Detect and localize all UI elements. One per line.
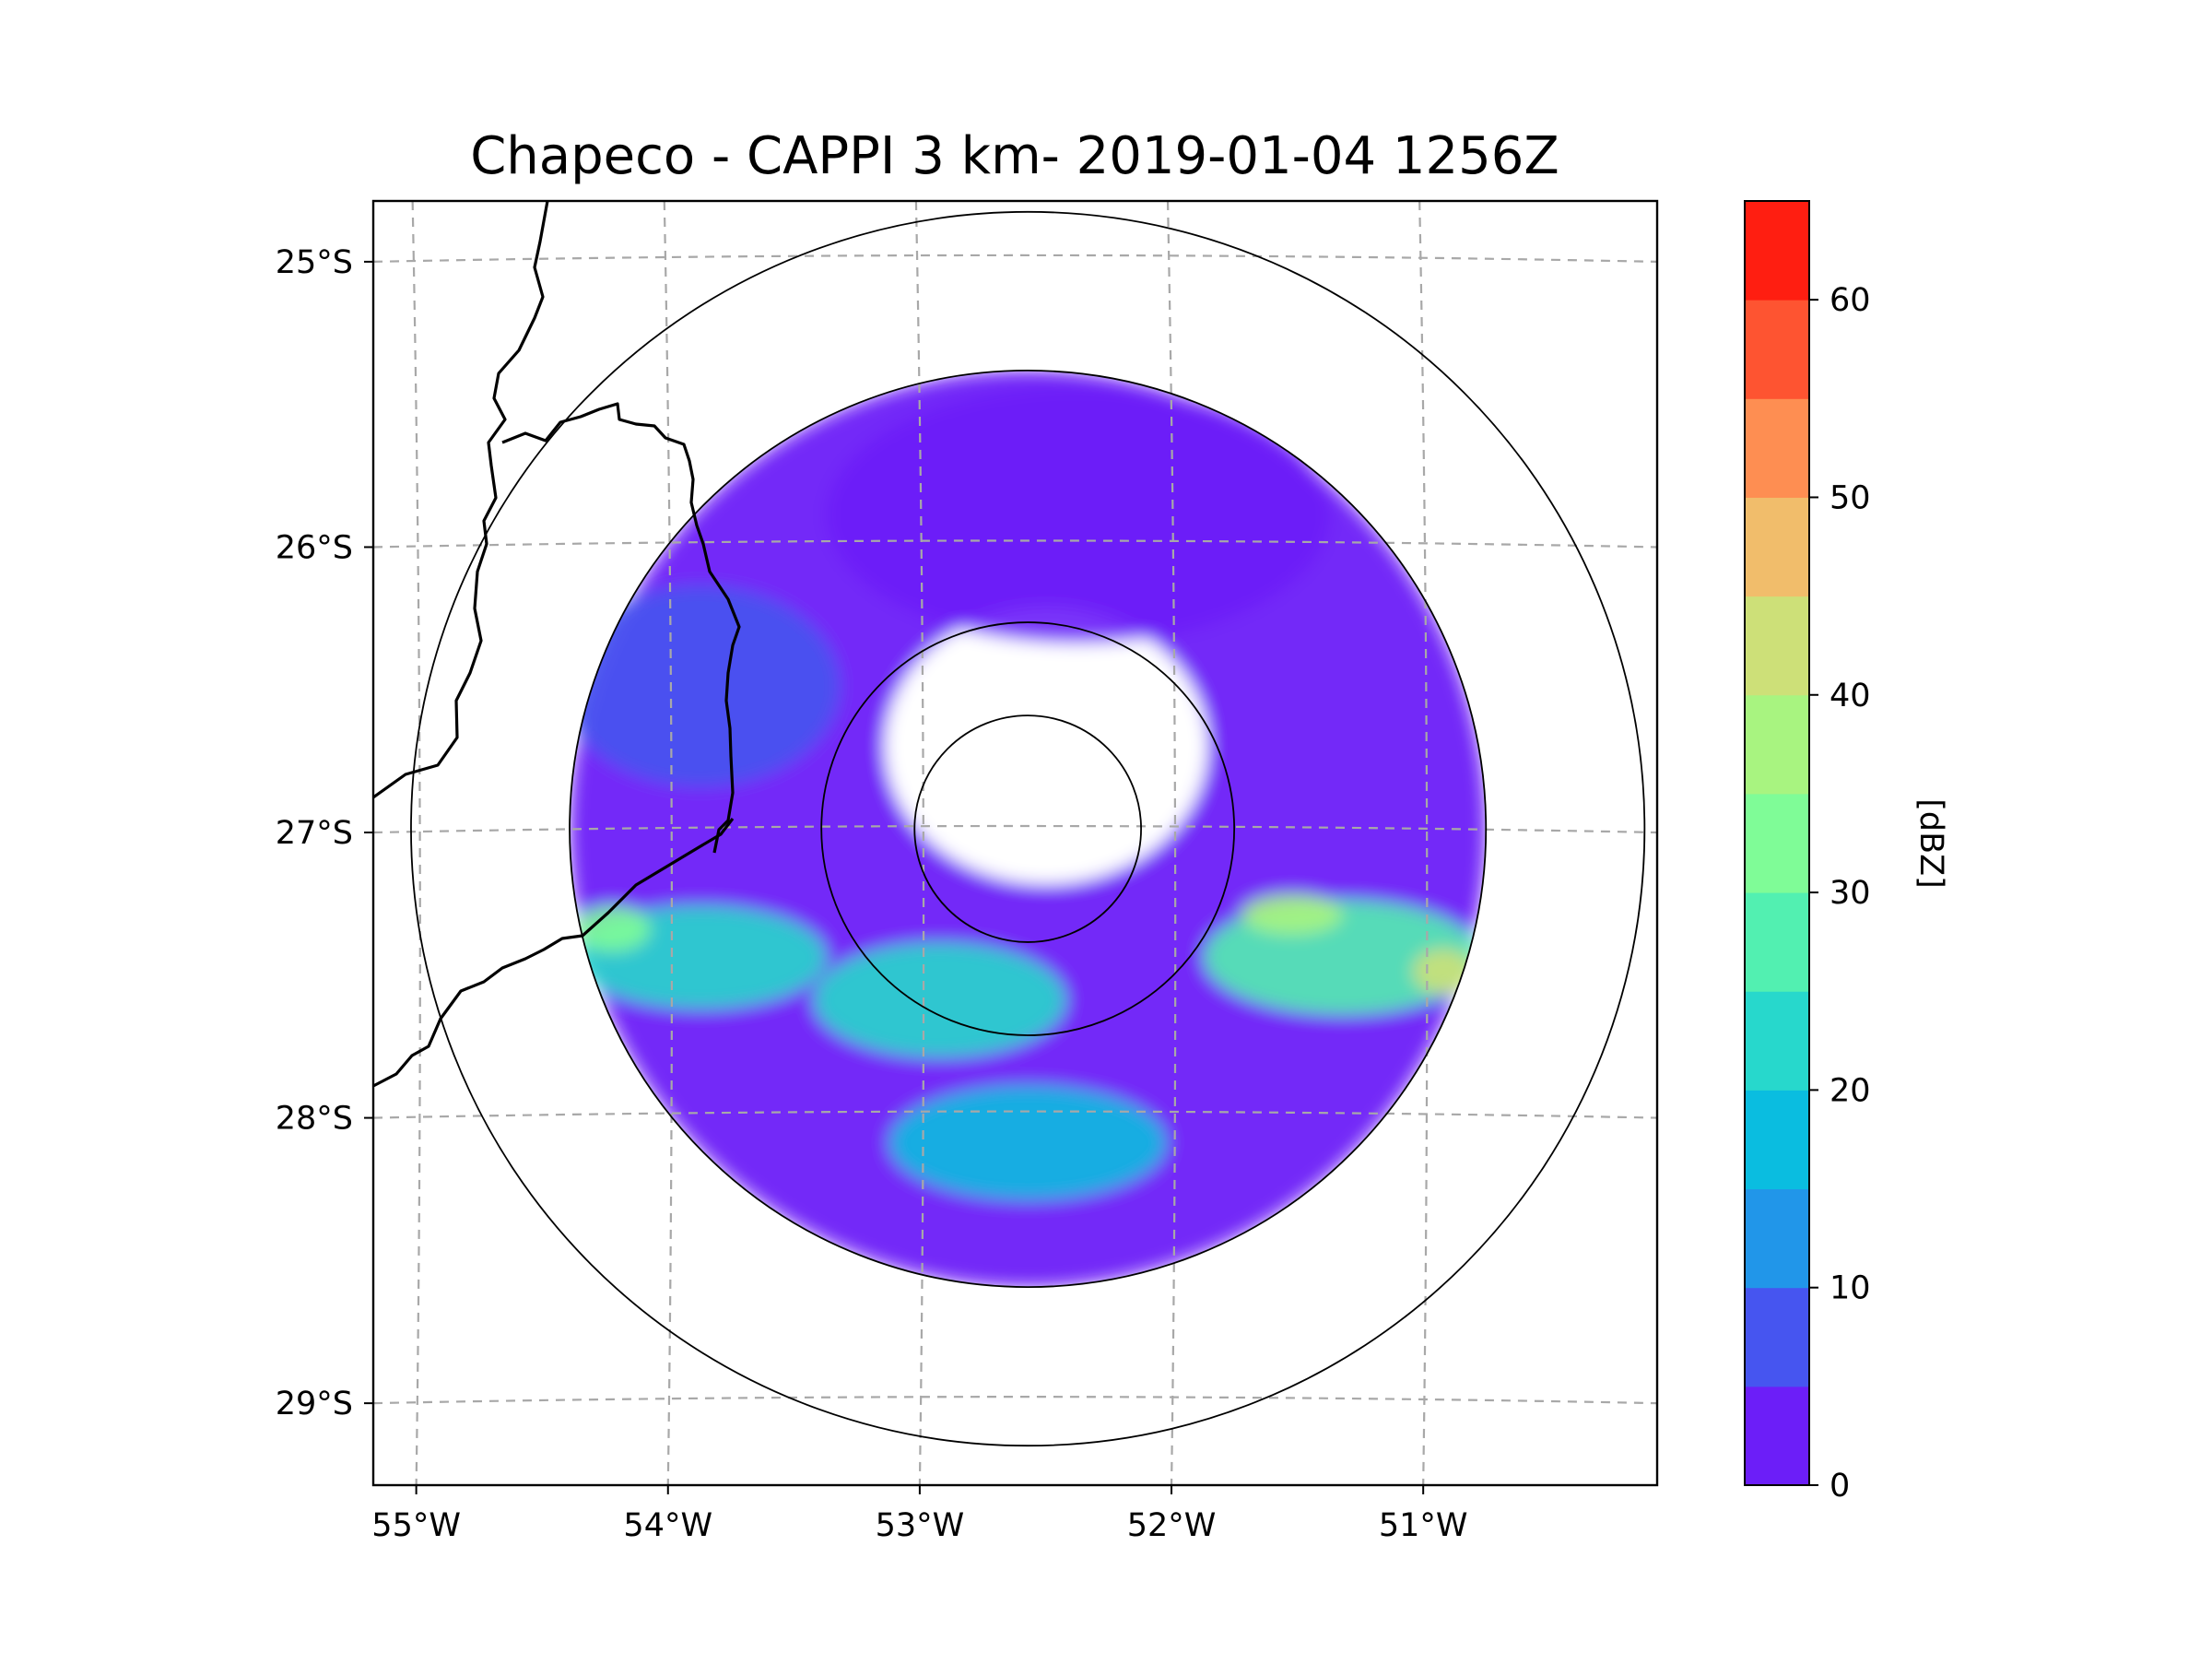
- colorbar: 0 10 20 30 40 50 60 [dBZ]: [1744, 200, 1949, 1505]
- gridlines: [373, 201, 1657, 1485]
- colorbar-segment: [1745, 497, 1809, 597]
- borders: [373, 201, 741, 1088]
- reflectivity-field: [570, 370, 1487, 1288]
- colorbar-tick-label: 50: [1830, 479, 1871, 516]
- colorbar-tick-label: 40: [1830, 678, 1871, 714]
- colorbar-tick-label: 10: [1830, 1270, 1871, 1307]
- colorbar-segments: [1745, 201, 1809, 1486]
- y-tick-label: 28°S: [276, 1101, 353, 1138]
- echo-gap-center: [885, 608, 1208, 885]
- y-tick-label: 25°S: [276, 244, 353, 281]
- echo-core-east-2: [1413, 949, 1474, 995]
- gridline-lat: [373, 539, 1657, 549]
- colorbar-segment: [1745, 892, 1809, 992]
- gridline-lon: [1418, 201, 1429, 1485]
- colorbar-label: [dBZ]: [1912, 798, 1949, 889]
- gridline-lat: [373, 1110, 1657, 1119]
- colorbar-segment: [1745, 300, 1809, 399]
- x-axis-ticks: 55°W 54°W 53°W 52°W 51°W: [371, 1485, 1468, 1544]
- colorbar-segment: [1745, 1386, 1809, 1486]
- colorbar-tick-label: 60: [1830, 282, 1871, 319]
- colorbar-segment: [1745, 201, 1809, 301]
- echo-southern-cells: [888, 1085, 1167, 1200]
- echo-core-west: [574, 905, 651, 952]
- x-tick-label: 52°W: [1127, 1507, 1217, 1544]
- colorbar-segment: [1745, 1090, 1809, 1190]
- y-tick-label: 26°S: [276, 529, 353, 566]
- range-ring: [913, 714, 1142, 943]
- x-tick-label: 51°W: [1379, 1507, 1468, 1544]
- border-line-west: [373, 201, 549, 799]
- border-line-east: [501, 402, 741, 854]
- echo-northwest-stratiform: [570, 585, 840, 786]
- colorbar-segment: [1745, 793, 1809, 893]
- gridline-lat: [373, 1396, 1657, 1405]
- colorbar-tick-label: 30: [1830, 875, 1871, 912]
- plot-area: [373, 201, 1657, 1485]
- colorbar-ticks: 0 10 20 30 40 50 60: [1809, 282, 1871, 1505]
- echo-blobs: [570, 370, 1487, 1288]
- x-tick-label: 55°W: [371, 1507, 461, 1544]
- gridline-lat: [373, 254, 1657, 264]
- colorbar-segment: [1745, 596, 1809, 696]
- colorbar-tick-label: 0: [1830, 1468, 1850, 1505]
- y-tick-label: 29°S: [276, 1386, 353, 1422]
- x-tick-label: 53°W: [876, 1507, 965, 1544]
- border-line-south: [373, 818, 735, 1088]
- echo-northern-light: [826, 386, 1330, 643]
- gridline-lat: [373, 824, 1657, 834]
- gridline-lon: [411, 201, 421, 1485]
- y-tick-label: 27°S: [276, 815, 353, 852]
- gridline-lon: [1166, 201, 1177, 1485]
- colorbar-segment: [1745, 398, 1809, 498]
- echo-rainband-central: [813, 942, 1066, 1057]
- colorbar-segment: [1745, 1188, 1809, 1289]
- x-tick-label: 54°W: [623, 1507, 712, 1544]
- range-rings: [410, 210, 1646, 1447]
- colorbar-segment: [1745, 1287, 1809, 1387]
- colorbar-frame: [1744, 200, 1810, 1486]
- range-ring: [820, 621, 1236, 1036]
- gridline-lon: [663, 201, 674, 1485]
- colorbar-tick-label: 20: [1830, 1072, 1871, 1109]
- echo-core-east: [1241, 894, 1343, 935]
- colorbar-segment: [1745, 991, 1809, 1091]
- gridline-lon: [914, 201, 925, 1485]
- range-ring: [569, 370, 1488, 1289]
- y-axis-ticks: 25°S 26°S 27°S 28°S 29°S: [276, 244, 373, 1422]
- range-ring: [410, 210, 1646, 1447]
- plot-frame: [371, 199, 1659, 1487]
- colorbar-segment: [1745, 694, 1809, 795]
- chart-title: Chapeco - CAPPI 3 km- 2019-01-04 1256Z: [470, 126, 1559, 186]
